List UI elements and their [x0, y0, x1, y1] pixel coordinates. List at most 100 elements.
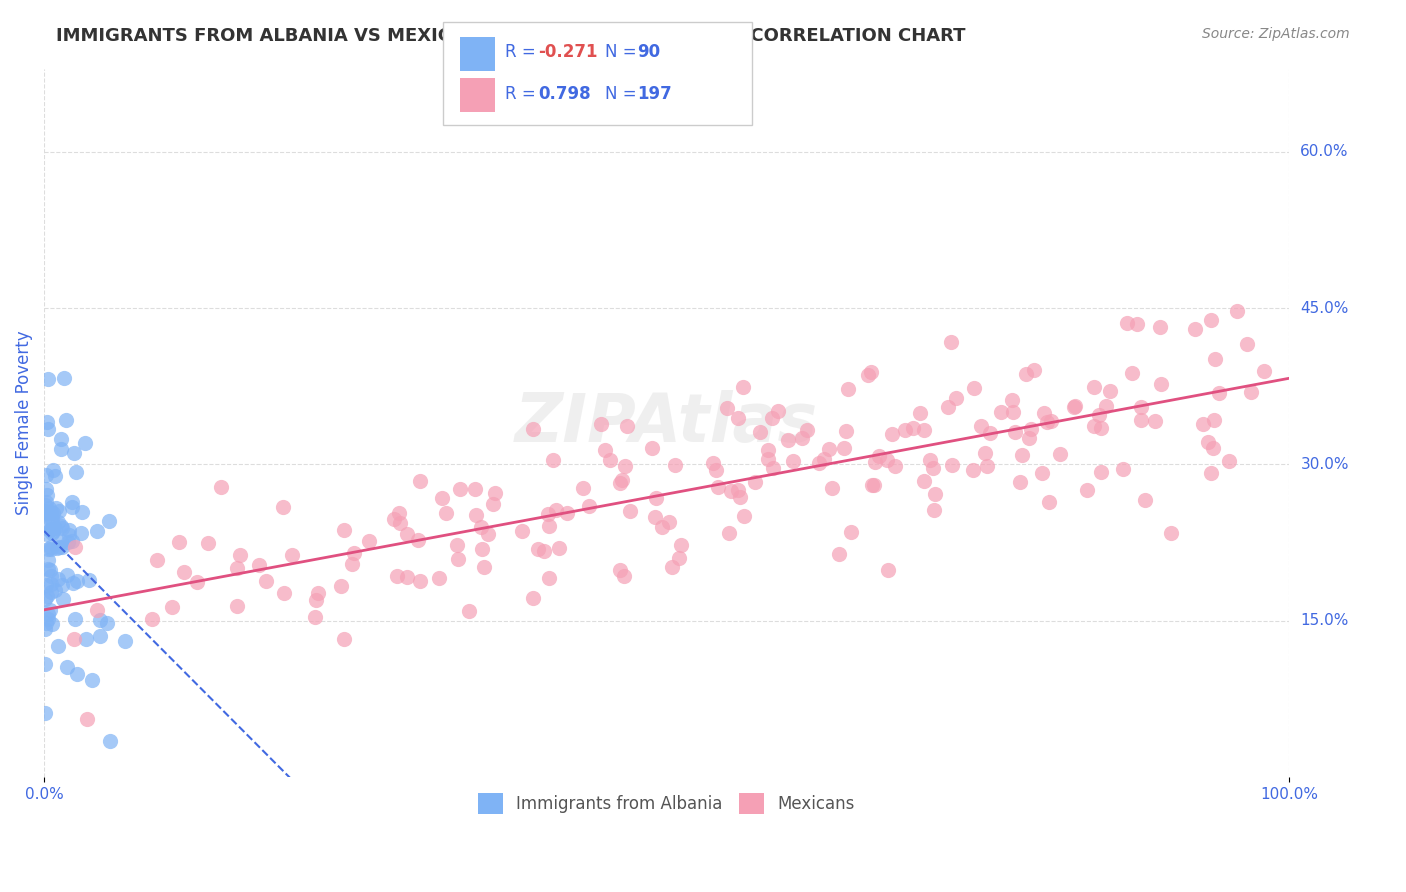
Point: [457, 604, 479, 618]
Point: [41, 463, 63, 477]
Point: [141, 612, 163, 626]
Point: [1129, 413, 1152, 427]
Point: [1019, 421, 1042, 435]
Point: [51, 534, 73, 549]
Point: [572, 481, 595, 495]
Point: [1001, 393, 1024, 408]
Point: [427, 571, 450, 585]
Point: [1202, 441, 1225, 455]
Point: [537, 507, 560, 521]
Text: 197: 197: [637, 85, 672, 103]
Point: [464, 482, 486, 496]
Point: [35, 506, 58, 520]
Point: [537, 571, 560, 585]
Point: [1160, 526, 1182, 541]
Point: [162, 599, 184, 614]
Point: [173, 565, 195, 579]
Point: [1088, 408, 1111, 422]
Point: [863, 478, 886, 492]
Point: [619, 503, 641, 517]
Point: [1040, 414, 1063, 428]
Point: [434, 506, 457, 520]
Point: [970, 419, 993, 434]
Point: [1218, 453, 1240, 467]
Point: [41, 617, 63, 632]
Point: [1018, 431, 1040, 445]
Point: [537, 518, 560, 533]
Point: [1202, 413, 1225, 427]
Point: [1031, 466, 1053, 480]
Point: [979, 425, 1001, 440]
Point: [610, 473, 633, 487]
Text: 0.798: 0.798: [538, 85, 591, 103]
Point: [749, 425, 772, 439]
Point: [35, 495, 58, 509]
Point: [839, 524, 862, 539]
Point: [962, 463, 984, 477]
Point: [527, 542, 550, 557]
Point: [1064, 399, 1087, 413]
Text: 45.0%: 45.0%: [1301, 301, 1348, 316]
Point: [86, 603, 108, 617]
Point: [1226, 304, 1249, 318]
Point: [990, 405, 1012, 419]
Point: [1112, 461, 1135, 475]
Point: [877, 563, 900, 577]
Point: [409, 474, 432, 488]
Point: [226, 599, 249, 613]
Point: [342, 557, 364, 571]
Point: [357, 533, 380, 548]
Point: [62, 632, 84, 647]
Point: [1032, 406, 1054, 420]
Point: [1002, 405, 1025, 419]
Point: [609, 476, 631, 491]
Point: [55, 413, 77, 427]
Point: [720, 484, 742, 499]
Point: [1035, 415, 1057, 429]
Point: [912, 423, 935, 437]
Point: [37, 372, 59, 386]
Text: 60.0%: 60.0%: [1301, 145, 1348, 160]
Point: [51, 521, 73, 535]
Point: [716, 401, 738, 416]
Point: [924, 487, 946, 501]
Point: [963, 381, 986, 395]
Point: [447, 551, 470, 566]
Point: [52, 592, 75, 607]
Point: [51, 578, 73, 592]
Point: [818, 442, 841, 457]
Point: [385, 569, 408, 583]
Point: [39, 563, 62, 577]
Point: [1208, 386, 1230, 401]
Point: [522, 591, 544, 606]
Point: [762, 461, 785, 475]
Point: [86, 524, 108, 538]
Point: [1099, 384, 1122, 398]
Point: [920, 453, 942, 467]
Point: [41, 512, 63, 526]
Point: [44, 583, 66, 598]
Point: [45, 541, 67, 555]
Point: [34, 657, 56, 671]
Point: [761, 411, 783, 425]
Point: [37, 553, 59, 567]
Point: [406, 533, 429, 548]
Point: [792, 431, 814, 445]
Point: [1011, 448, 1033, 462]
Point: [34, 467, 56, 482]
Point: [56, 659, 79, 673]
Point: [548, 541, 571, 556]
Point: [778, 434, 800, 448]
Point: [1008, 475, 1031, 489]
Point: [446, 538, 468, 552]
Point: [1199, 466, 1222, 480]
Point: [974, 446, 997, 460]
Point: [744, 475, 766, 490]
Point: [522, 422, 544, 436]
Point: [883, 458, 905, 473]
Point: [51, 432, 73, 446]
Point: [58, 528, 80, 542]
Point: [1115, 316, 1137, 330]
Point: [796, 423, 818, 437]
Point: [38, 523, 60, 537]
